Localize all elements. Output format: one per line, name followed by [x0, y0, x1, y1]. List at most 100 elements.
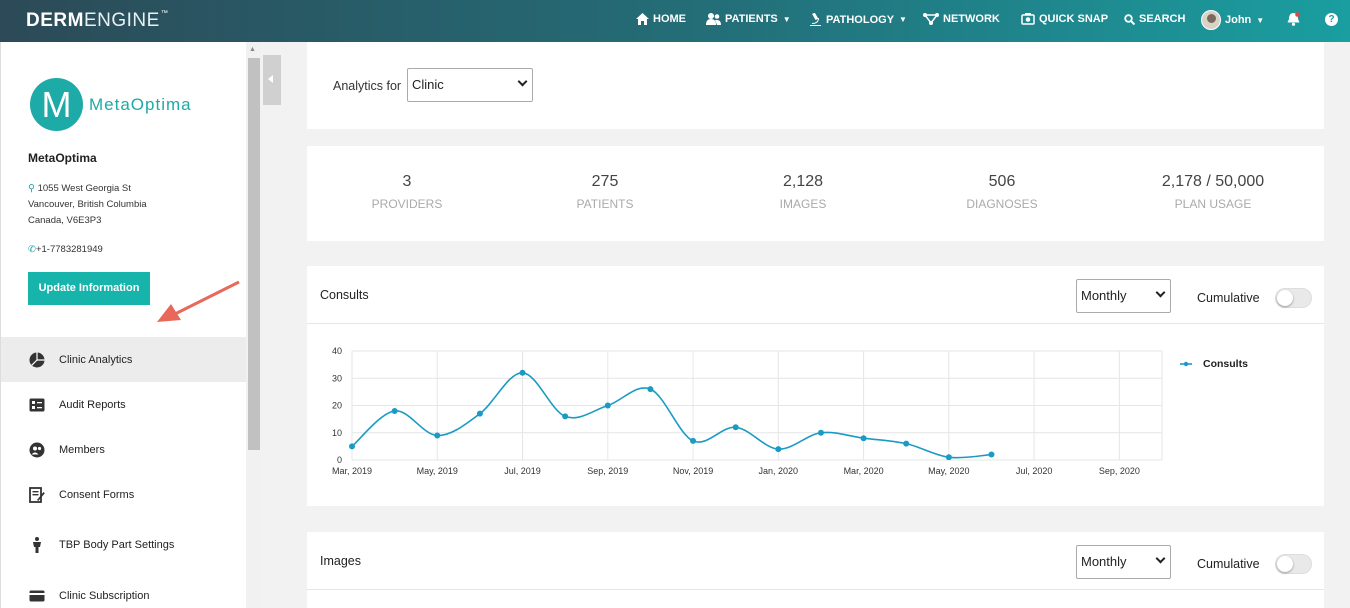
stat-patients: 275 PATIENTS: [505, 173, 705, 211]
nav-quick-snap[interactable]: QUICK SNAP: [1021, 13, 1108, 25]
stat-value: 2,178 / 50,000: [1161, 173, 1265, 190]
data-point: [690, 437, 697, 444]
images-period-value: Monthly: [1081, 554, 1127, 569]
top-navbar: DERMENGINE™ HOME PATIENTS ▼ PATHOLOGY ▼ NE…: [0, 0, 1350, 42]
divider: [307, 589, 1324, 590]
clinic-phone: ✆+1-7783281949: [28, 244, 103, 255]
stat-label: PROVIDERS: [371, 197, 443, 211]
data-point: [988, 451, 995, 458]
stat-diagnoses: 506 DIAGNOSES: [902, 173, 1102, 211]
analytics-scope-select[interactable]: Clinic: [407, 68, 533, 102]
nav-home-label: HOME: [653, 13, 686, 25]
chevron-down-icon: ▼: [1256, 15, 1265, 25]
brand-logo[interactable]: DERMENGINE™: [26, 10, 168, 32]
chevron-down-icon: [1155, 553, 1166, 564]
help-icon: ?: [1325, 13, 1338, 26]
scroll-up-icon[interactable]: ▲: [249, 46, 256, 53]
sidebar-item-clinic-subscription[interactable]: Clinic Subscription: [1, 573, 246, 608]
stat-value: 3: [402, 173, 412, 190]
sidebar-item-label: Consent Forms: [59, 488, 135, 501]
map-pin-icon: ⚲: [28, 183, 35, 194]
data-point: [945, 454, 952, 461]
brand-trademark: ™: [160, 10, 169, 17]
legend-label: Consults: [1203, 358, 1248, 370]
brand-bold-text: DERM: [26, 10, 84, 31]
images-title: Images: [320, 554, 361, 568]
images-chart-card: Images Monthly Cumulative: [307, 532, 1324, 608]
sidebar-item-consent-forms[interactable]: Consent Forms: [1, 472, 246, 517]
consults-cumulative-label: Cumulative: [1197, 291, 1260, 305]
sidebar-item-audit-reports[interactable]: Audit Reports: [1, 382, 246, 427]
consults-period-select[interactable]: Monthly: [1076, 279, 1171, 313]
nav-search[interactable]: SEARCH: [1124, 13, 1185, 25]
members-icon: [29, 442, 45, 458]
images-cumulative-label: Cumulative: [1197, 557, 1260, 571]
chevron-down-icon: ▼: [899, 15, 907, 24]
sidebar-item-label: Clinic Analytics: [59, 353, 133, 366]
data-point: [604, 402, 611, 409]
y-tick-label: 40: [332, 346, 342, 356]
consults-title: Consults: [320, 288, 369, 302]
data-point: [434, 432, 441, 439]
annotation-arrow-icon: [157, 280, 240, 322]
stat-plan-usage: 2,178 / 50,000 PLAN USAGE: [1113, 173, 1313, 211]
stat-label: IMAGES: [779, 197, 827, 211]
data-point: [775, 446, 782, 453]
analytics-selector-card: Analytics for Clinic: [307, 42, 1324, 129]
sidebar-item-label: Audit Reports: [59, 398, 126, 411]
card-icon: [29, 588, 45, 604]
stat-label: PLAN USAGE: [1174, 197, 1252, 211]
consults-cumulative-toggle[interactable]: [1275, 288, 1312, 308]
nav-network[interactable]: NETWORK: [923, 13, 1000, 25]
clinic-logo-text: MetaOptima: [89, 94, 192, 114]
data-point: [476, 410, 483, 417]
y-tick-label: 20: [332, 401, 342, 411]
form-icon: [29, 486, 45, 503]
images-cumulative-toggle[interactable]: [1275, 554, 1312, 574]
sidebar: M MetaOptima MetaOptima ⚲ 1055 West Geor…: [0, 42, 246, 608]
series-line: [351, 371, 992, 459]
clinic-address: ⚲ 1055 West Georgia St Vancouver, Britis…: [28, 181, 147, 229]
brand-light-text: ENGINE: [83, 10, 160, 31]
consults-period-value: Monthly: [1081, 288, 1127, 303]
nav-patients[interactable]: PATIENTS ▼: [706, 13, 791, 25]
sidebar-scrollbar-thumb[interactable]: [248, 58, 260, 450]
help-button[interactable]: ?: [1325, 13, 1338, 26]
address-line-2: Vancouver, British Columbia: [28, 199, 147, 210]
sidebar-menu: Clinic Analytics Audit Reports Members C…: [1, 337, 246, 608]
x-tick-label: Jan, 2020: [759, 466, 799, 476]
sidebar-item-clinic-analytics[interactable]: Clinic Analytics: [1, 337, 246, 382]
y-tick-label: 0: [337, 455, 342, 465]
consults-line-chart: 0 10 20 30 40 Mar, 2019 May, 2019 Jul, 2019 Sep,…: [332, 346, 1248, 476]
data-point: [391, 407, 398, 414]
avatar: [1201, 10, 1221, 30]
clinic-name: MetaOptima: [28, 151, 97, 165]
body-icon: [29, 537, 45, 553]
y-tick-label: 30: [332, 373, 342, 383]
chevron-down-icon: [517, 76, 528, 87]
nav-home[interactable]: HOME: [636, 13, 686, 25]
stat-value: 2,128: [782, 173, 824, 190]
chevron-down-icon: ▼: [782, 14, 791, 24]
analytics-for-label: Analytics for: [333, 79, 402, 93]
sidebar-item-tbp-body-part-settings[interactable]: TBP Body Part Settings: [1, 517, 246, 573]
search-icon: [1124, 13, 1135, 25]
y-tick-label: 10: [332, 428, 342, 438]
pie-chart-icon: [29, 352, 45, 368]
notifications-button[interactable]: [1287, 12, 1300, 26]
stat-images: 2,128 IMAGES: [703, 173, 903, 211]
collapse-sidebar-button[interactable]: [263, 55, 281, 105]
nav-pathology[interactable]: PATHOLOGY ▼: [809, 13, 907, 26]
consults-chart-card: Consults Monthly Cumulative 0 10 20 30 40 Mar…: [307, 266, 1324, 506]
analytics-scope-value: Clinic: [412, 77, 444, 92]
nav-quick-snap-label: QUICK SNAP: [1039, 13, 1109, 25]
patients-icon: [706, 13, 721, 25]
nav-user-menu[interactable]: John ▼: [1201, 10, 1264, 30]
sidebar-item-members[interactable]: Members: [1, 427, 246, 472]
phone-icon: ✆: [28, 244, 36, 255]
report-icon: [29, 397, 45, 413]
images-period-select[interactable]: Monthly: [1076, 545, 1171, 579]
update-information-button[interactable]: Update Information: [28, 272, 150, 305]
data-point: [903, 440, 910, 447]
x-tick-label: Sep, 2020: [1099, 466, 1140, 476]
